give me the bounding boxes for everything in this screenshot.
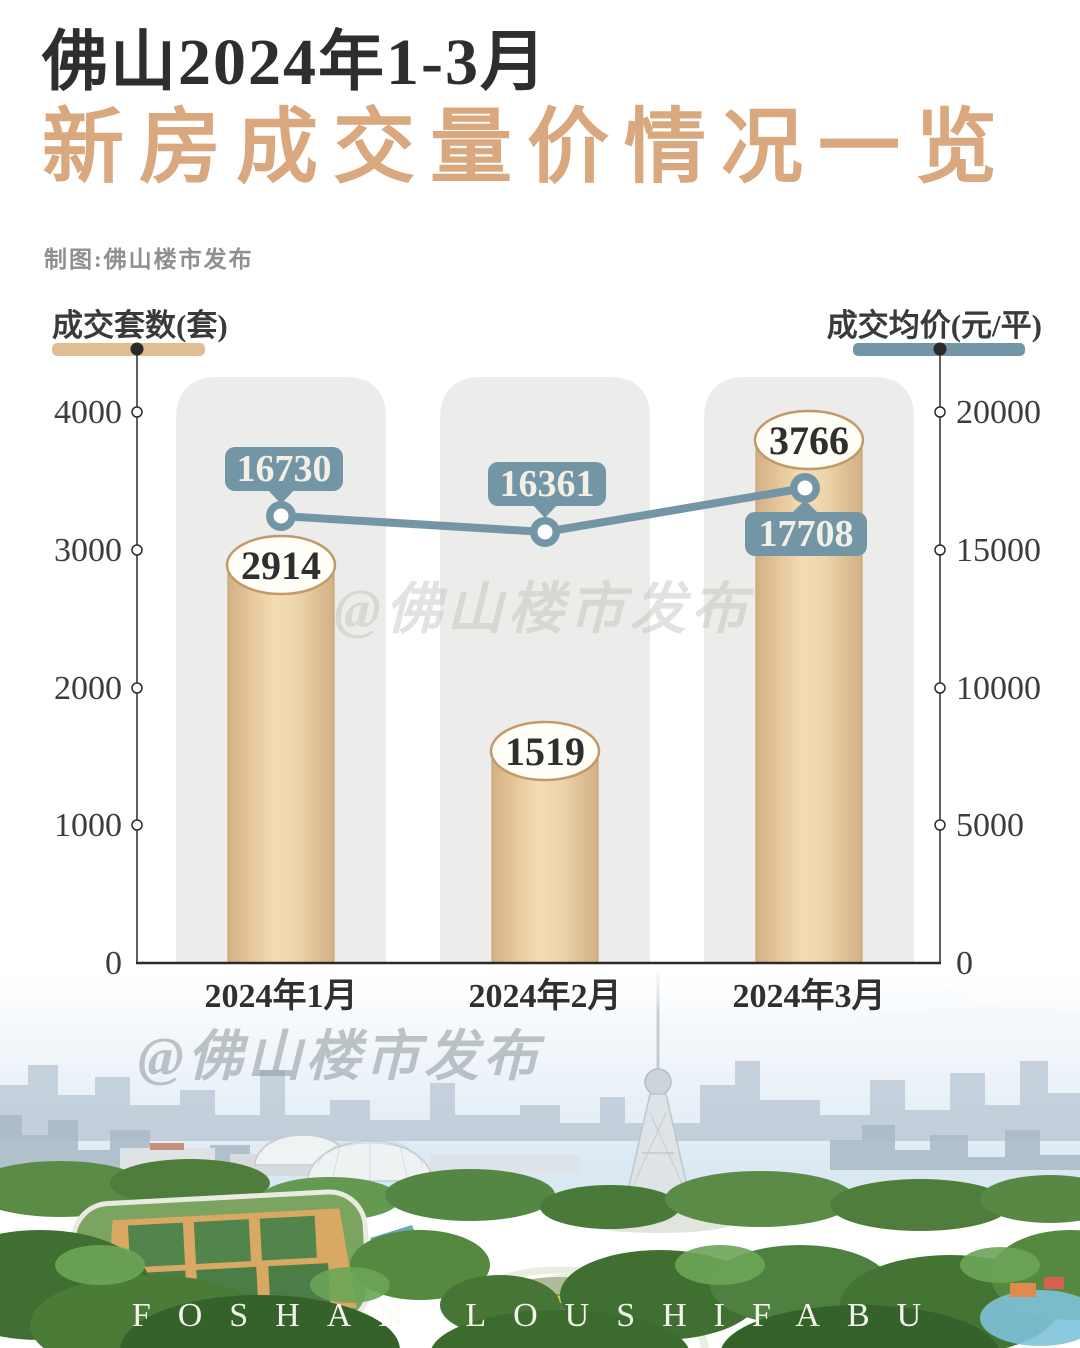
price-badge-march: 17708 bbox=[745, 500, 867, 556]
left-tick-4000: 4000 bbox=[54, 394, 122, 431]
tree-band bbox=[0, 1159, 1080, 1231]
page-title-line1: 佛山2024年1-3月 bbox=[42, 26, 548, 99]
combo-chart: @佛山楼市发布 成交套数(套) 成交均价(元/平) 2914 1519 3766… bbox=[52, 308, 1042, 1015]
foreground-trees bbox=[0, 1230, 1080, 1348]
far-skyline bbox=[0, 1061, 1080, 1141]
water-pool bbox=[980, 1290, 1080, 1346]
right-tick-5000: 5000 bbox=[956, 807, 1024, 844]
left-tick-labels: 4000 3000 2000 1000 0 bbox=[54, 394, 122, 982]
right-tick-15000: 15000 bbox=[956, 532, 1041, 569]
right-tick-labels: 20000 15000 10000 5000 0 bbox=[956, 394, 1041, 982]
price-badge-february: 16361 bbox=[488, 462, 606, 518]
photo-watermark: @佛山楼市发布 bbox=[138, 1026, 546, 1087]
bar-value-january: 2914 bbox=[241, 543, 321, 588]
city-photo: @佛山楼市发布 bbox=[0, 963, 1080, 1348]
credit-line: 制图:佛山楼市发布 bbox=[44, 247, 254, 272]
left-axis-title: 成交套数(套) bbox=[52, 308, 228, 343]
price-value-january: 16730 bbox=[237, 448, 332, 490]
left-tick-1000: 1000 bbox=[54, 807, 122, 844]
bar-value-march: 3766 bbox=[769, 418, 849, 463]
waterpark-detail bbox=[1044, 1277, 1064, 1289]
page-title-line2: 新房成交量价情况一览 bbox=[42, 101, 1013, 193]
left-tick-3000: 3000 bbox=[54, 532, 122, 569]
right-tick-20000: 20000 bbox=[956, 394, 1041, 431]
left-tick-0: 0 bbox=[105, 945, 122, 982]
near-skyline-right bbox=[830, 1125, 1080, 1170]
waterpark-detail bbox=[1010, 1283, 1036, 1297]
bar-february: 1519 bbox=[489, 720, 601, 964]
category-february: 2024年2月 bbox=[469, 977, 622, 1015]
category-january: 2024年1月 bbox=[205, 977, 358, 1015]
title-block: 佛山2024年1-3月 新房成交量价情况一览 bbox=[42, 26, 1012, 197]
bar-january: 2914 bbox=[225, 534, 337, 964]
sky-fade bbox=[0, 963, 1080, 1018]
right-axis-title: 成交均价(元/平) bbox=[827, 308, 1042, 343]
price-badge-january: 16730 bbox=[225, 447, 343, 504]
price-markers bbox=[266, 473, 820, 547]
left-tick-2000: 2000 bbox=[54, 670, 122, 707]
dome-buildings bbox=[254, 1134, 433, 1182]
right-tick-0: 0 bbox=[956, 945, 973, 982]
bar-value-february: 1519 bbox=[505, 729, 585, 774]
price-value-march: 17708 bbox=[759, 513, 854, 555]
category-march: 2024年3月 bbox=[733, 977, 886, 1015]
chart-watermark: @佛山楼市发布 bbox=[334, 579, 755, 641]
near-skyline-left bbox=[0, 1115, 250, 1168]
price-value-february: 16361 bbox=[500, 463, 595, 505]
footer-caption: FOSHAN LOUSHIFABU bbox=[131, 1297, 949, 1334]
category-labels: 2024年1月 2024年2月 2024年3月 bbox=[205, 977, 886, 1015]
right-tick-10000: 10000 bbox=[956, 670, 1041, 707]
axis-ticks bbox=[131, 406, 946, 831]
left-axis-title-bar bbox=[52, 343, 205, 356]
